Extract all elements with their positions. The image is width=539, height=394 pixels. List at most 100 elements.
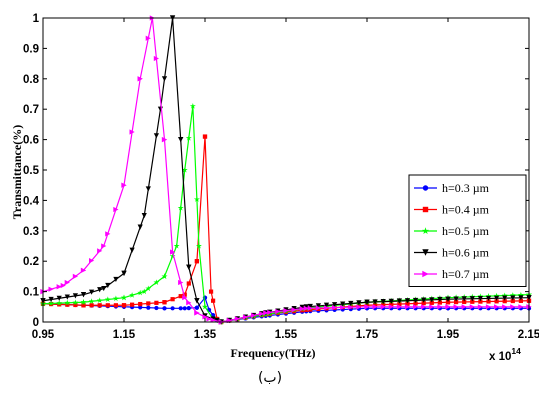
series-marker: [518, 304, 524, 310]
series-marker: [170, 297, 175, 302]
series-marker: [404, 298, 411, 304]
series-marker: [251, 312, 257, 319]
series-marker: [193, 196, 200, 202]
x-tick-label: 1.95: [437, 329, 460, 341]
series-marker: [396, 304, 402, 310]
series-marker: [510, 304, 516, 310]
figure-caption: (ب): [258, 370, 282, 386]
x-axis-label: Frequency(THz): [230, 346, 315, 360]
series-marker: [422, 206, 429, 213]
series-marker: [242, 314, 249, 320]
series-marker: [153, 133, 159, 139]
y-tick-label: 0.4: [23, 195, 40, 207]
series-marker: [89, 303, 94, 308]
series-marker: [145, 285, 152, 292]
series-marker: [470, 299, 475, 304]
series-marker: [121, 182, 127, 188]
series-marker: [121, 303, 127, 308]
series-marker: [56, 284, 62, 290]
series-marker: [138, 301, 143, 307]
legend-label: h=0.3 µm: [442, 181, 490, 195]
y-tick-label: 0.3: [23, 226, 39, 238]
series-marker: [413, 301, 418, 306]
series-marker: [104, 296, 111, 303]
series-marker: [211, 298, 216, 303]
series-marker: [421, 297, 427, 303]
series-marker: [304, 307, 309, 312]
series-marker: [477, 304, 483, 310]
series-marker: [145, 35, 151, 41]
series-marker: [299, 306, 305, 312]
series-marker: [161, 273, 168, 279]
series-marker: [413, 297, 419, 304]
series-marker: [332, 302, 338, 308]
series-marker: [323, 302, 330, 308]
series-marker: [453, 304, 459, 310]
y-tick-label: 0.5: [23, 165, 40, 177]
series-marker: [65, 302, 70, 307]
series-marker: [389, 302, 394, 307]
series-marker: [421, 304, 427, 310]
series-marker: [211, 313, 216, 318]
series-marker: [267, 309, 273, 316]
series-marker: [510, 298, 515, 304]
series-marker: [364, 299, 370, 305]
ticks-layer: 0.95 1.15 1.35 1.55 1.75 1.95 2.15 0 0.1 0.2 0.3 0.…: [23, 13, 539, 341]
series-marker: [186, 281, 191, 286]
series-marker: [181, 166, 188, 173]
series-marker: [97, 248, 103, 254]
y-tick-label: 0.8: [23, 74, 40, 86]
series-marker: [178, 279, 184, 286]
series-marker: [195, 242, 202, 249]
series-marker: [307, 303, 313, 310]
series-marker: [202, 314, 208, 320]
series-marker: [48, 296, 54, 303]
x-tick-label: 0.95: [32, 329, 55, 341]
series-marker: [202, 303, 208, 310]
series-marker: [194, 310, 200, 316]
legend-label: h=0.6 µm: [442, 246, 490, 260]
series-marker: [210, 317, 216, 323]
series-marker: [145, 186, 151, 192]
series-marker: [64, 294, 70, 300]
series-marker: [478, 299, 483, 304]
series-marker: [137, 76, 143, 82]
series-marker: [105, 282, 111, 289]
x-tick-label: 1.35: [194, 329, 217, 341]
series-marker: [153, 279, 160, 285]
series-marker: [178, 306, 183, 311]
legend-label: h=0.5 µm: [442, 224, 490, 238]
series-marker: [105, 303, 110, 308]
series-marker: [502, 299, 507, 304]
series-marker: [388, 298, 394, 304]
series-marker: [404, 304, 411, 310]
series-marker: [422, 249, 429, 256]
series-marker: [437, 296, 443, 303]
series-marker: [170, 249, 176, 255]
x-tick-label: 2.15: [518, 329, 539, 341]
series-marker: [206, 316, 212, 322]
series-marker: [101, 285, 107, 292]
series-marker: [97, 287, 103, 293]
series-marker: [364, 304, 370, 310]
series-marker: [162, 306, 167, 311]
series-marker: [182, 306, 187, 311]
series-marker: [137, 289, 144, 296]
series-marker: [303, 304, 309, 310]
series-marker: [161, 137, 168, 143]
series-marker: [517, 291, 524, 298]
series-marker: [129, 129, 135, 135]
y-tick-label: 0: [33, 317, 39, 329]
series-marker: [186, 264, 192, 270]
series-marker: [422, 270, 429, 278]
y-tick-label: 0.9: [23, 43, 39, 55]
series-marker: [259, 311, 265, 317]
series-marker: [348, 304, 354, 310]
series-marker: [380, 304, 386, 310]
series-marker: [494, 295, 500, 301]
series-marker: [477, 295, 483, 302]
series-marker: [323, 305, 330, 311]
series-marker: [372, 299, 378, 305]
x-axis-exponent-base: x 10: [489, 351, 511, 363]
x-axis-exponent: x 1014: [489, 346, 521, 363]
